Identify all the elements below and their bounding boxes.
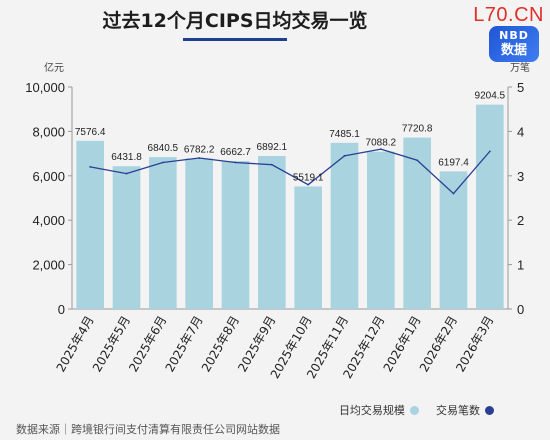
line-point <box>488 150 491 153</box>
bar-value-label: 7720.8 <box>402 124 433 135</box>
line-point <box>161 161 164 164</box>
line-point <box>125 172 128 175</box>
legend-label-line: 交易笔数 <box>436 405 480 417</box>
chart-title: 过去12个月CIPS日均交易一览 <box>102 10 368 32</box>
left-tick-label: 4,000 <box>32 213 65 228</box>
bar-value-label: 6892.1 <box>257 142 288 153</box>
transaction-count-line <box>90 148 491 195</box>
legend: 日均交易规模 交易笔数 <box>325 402 494 418</box>
right-tick-label: 2 <box>517 213 524 228</box>
bar <box>403 137 431 309</box>
right-axis-unit: 万笔 <box>510 61 530 74</box>
badge-line-1: NBD <box>499 29 529 42</box>
left-tick-label: 2,000 <box>32 258 65 273</box>
bar <box>221 161 250 309</box>
right-tick-label: 0 <box>517 302 524 317</box>
right-tick-label: 5 <box>517 80 524 95</box>
bars <box>76 104 504 310</box>
legend-item-line: 交易笔数 <box>436 402 494 418</box>
bar-value-label: 6431.8 <box>111 152 142 163</box>
line-point <box>89 166 92 168</box>
right-tick-label: 1 <box>517 258 524 273</box>
bar-value-label: 6782.2 <box>184 144 215 155</box>
source-note: 数据来源｜跨境银行间支付清算有限责任公司网站数据 <box>16 424 280 436</box>
bar <box>294 186 322 309</box>
bar-value-label: 9204.5 <box>475 91 506 102</box>
line-point <box>452 192 455 195</box>
left-tick-label: 6,000 <box>32 169 65 184</box>
bar-value-label: 5519.1 <box>293 172 324 183</box>
bar <box>149 157 177 309</box>
bar-value-label: 7485.1 <box>329 129 360 140</box>
left-axis-unit: 亿元 <box>44 61 64 74</box>
legend-item-bar: 日均交易规模 <box>339 402 419 418</box>
badge-line-2: 数据 <box>500 43 527 58</box>
line-point <box>198 157 201 159</box>
bar <box>367 151 395 309</box>
right-tick-label: 3 <box>517 169 524 184</box>
left-tick-label: 0 <box>58 302 65 317</box>
line-point <box>379 148 382 151</box>
bar <box>258 155 286 309</box>
line-point <box>270 163 273 166</box>
bar-value-label: 6840.5 <box>148 143 179 154</box>
nbd-data-badge: NBD 数据 <box>489 26 539 62</box>
line-point <box>343 154 346 157</box>
brand-text: L70.CN <box>473 4 544 26</box>
right-tick-label: 4 <box>517 124 524 139</box>
x-tick-labels: 2025年4月2025年5月2025年6月2025年7月2025年8月2025年… <box>54 314 497 381</box>
legend-swatch-bar <box>409 406 419 415</box>
line-point <box>234 161 237 164</box>
x-tick-label: 2026年3月 <box>453 314 496 375</box>
legend-label-bar: 日均交易规模 <box>338 405 405 417</box>
line-point <box>416 159 419 162</box>
bar <box>185 158 213 309</box>
line-point <box>307 183 310 186</box>
bar-value-label: 7088.2 <box>366 138 397 149</box>
bar <box>439 171 468 309</box>
bar-value-label: 6662.7 <box>220 147 251 158</box>
bar <box>112 166 141 309</box>
bar <box>476 104 504 310</box>
data-labels: 7576.4 6431.8 6840.5 6782.2 6662.7 6892.1 5519… <box>75 91 506 184</box>
title-underline <box>183 38 287 41</box>
axes: 0 2,000 4,000 6,000 8,000 10,000 0 1 2 3 4 5 亿元 万笔 <box>25 61 530 317</box>
bar-value-label: 6197.4 <box>438 157 469 168</box>
legend-swatch-line <box>485 406 494 415</box>
left-tick-label: 8,000 <box>32 124 65 139</box>
bar-value-label: 7576.4 <box>75 127 106 138</box>
bar <box>330 142 359 309</box>
left-tick-label: 10,000 <box>25 80 65 95</box>
line-series <box>89 148 491 195</box>
